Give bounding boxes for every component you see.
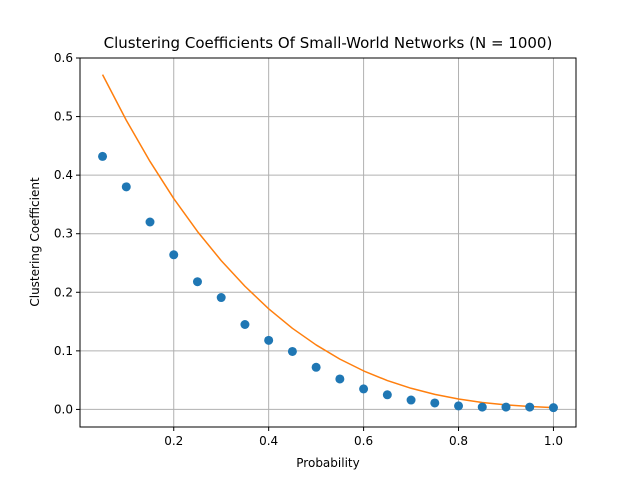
scatter-point <box>311 362 321 372</box>
y-tick-label: 0.1 <box>54 344 73 358</box>
scatter-point <box>98 151 108 161</box>
scatter-point <box>359 384 369 394</box>
y-tick-label: 0.2 <box>54 285 73 299</box>
scatter-point <box>216 293 226 303</box>
theoretical-curve-line <box>101 74 554 409</box>
y-axis-label: Clustering Coefficient <box>28 177 42 307</box>
scatter-point <box>406 395 416 405</box>
scatter-point <box>121 182 131 192</box>
scatter-point <box>525 402 535 412</box>
axis-ticks: 0.2 0.4 0.6 0.8 1.0 0.0 0.1 0.2 0.3 0.4 0.5 0.6 <box>54 51 563 448</box>
x-tick-label: 0.4 <box>259 434 278 448</box>
scatter-point <box>145 217 155 227</box>
scatter-point <box>169 250 179 260</box>
plot-frame <box>79 57 577 428</box>
scatter-point <box>192 277 202 287</box>
x-tick-label: 0.8 <box>449 434 468 448</box>
y-tick-label: 0.5 <box>54 110 73 124</box>
scatter-point <box>454 401 464 411</box>
scatter-point <box>335 374 345 384</box>
x-tick-label: 1.0 <box>544 434 563 448</box>
x-axis-label: Probability <box>296 456 359 470</box>
scatter-point <box>548 403 558 413</box>
x-tick-label: 0.2 <box>164 434 183 448</box>
scatter-point <box>382 390 392 400</box>
scatter-point <box>477 402 487 412</box>
y-tick-label: 0.3 <box>54 227 73 241</box>
chart-title: Clustering Coefficients Of Small-World N… <box>104 34 553 52</box>
scatter-point <box>430 398 440 408</box>
plot-series <box>98 74 558 413</box>
scatter-point <box>287 346 297 356</box>
y-tick-label: 0.0 <box>54 402 73 416</box>
scatter-point <box>501 402 511 412</box>
y-tick-label: 0.4 <box>54 168 73 182</box>
x-tick-label: 0.6 <box>354 434 373 448</box>
scatter-point <box>240 320 250 329</box>
scatter-point <box>264 335 274 345</box>
y-tick-label: 0.6 <box>54 51 73 65</box>
